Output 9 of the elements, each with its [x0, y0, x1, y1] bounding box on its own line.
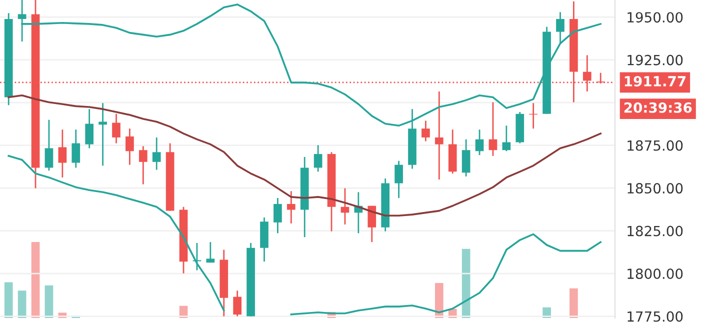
- y-tick-label: 1775.00: [628, 311, 683, 322]
- text: 20:39:36: [624, 102, 692, 113]
- y-tick-label: 1800.00: [628, 268, 683, 280]
- y-tick-label: 1875.00: [628, 140, 683, 151]
- y-tick-label: 1925.00: [628, 54, 683, 66]
- ref-line-label: 1911.77: [624, 76, 686, 86]
- y-tick-label: 1825.00: [628, 226, 683, 236]
- y-tick-label: 1950.00: [628, 12, 683, 23]
- y-tick-label: 1850.00: [628, 183, 683, 194]
